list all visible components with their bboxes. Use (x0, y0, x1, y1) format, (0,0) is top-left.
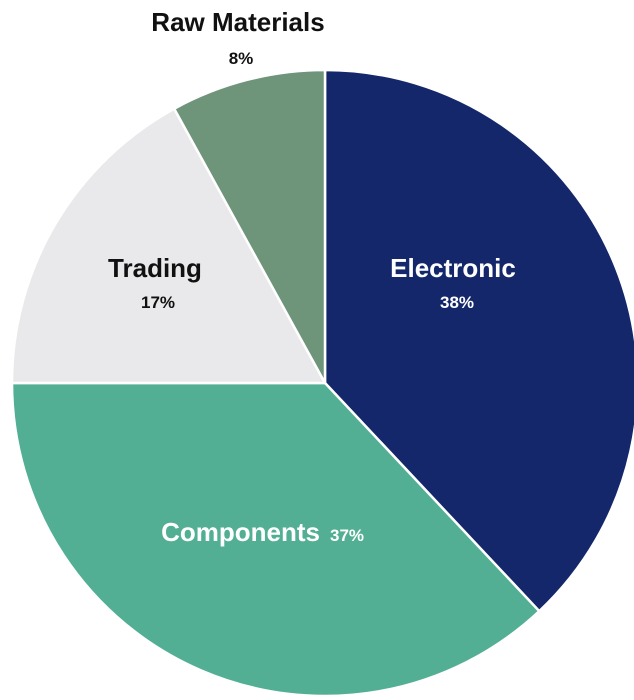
pie-slice-components (10, 381, 541, 698)
pie-slices (10, 68, 634, 698)
slice-label-raw-materials: Raw Materials (151, 7, 324, 37)
slice-value-electronic: 38% (440, 293, 474, 312)
slice-value-components: 37% (330, 526, 364, 545)
pie-slice-trading (10, 107, 327, 385)
pie-slice-electronic (323, 68, 634, 613)
slice-label-components: Components (161, 517, 320, 547)
slice-label-trading: Trading (108, 253, 202, 283)
pie-slice-raw-materials (172, 68, 327, 385)
slice-value-raw-materials: 8% (229, 49, 254, 68)
slice-label-electronic: Electronic (390, 253, 516, 283)
slice-value-trading: 17% (141, 293, 175, 312)
